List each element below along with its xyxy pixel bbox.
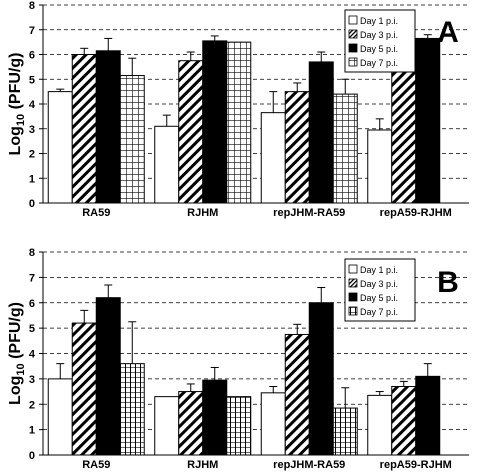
bar [284, 91, 310, 204]
legend-swatch [348, 29, 358, 39]
bar [71, 54, 97, 204]
bar [119, 75, 145, 204]
y-tick-label: 6 [29, 298, 35, 310]
bar [47, 378, 73, 456]
y-tick-label: 0 [29, 450, 35, 462]
category-label: repA59-RJHM [380, 207, 452, 219]
legend-label: Day 1 p.i. [360, 16, 398, 26]
bar [260, 392, 286, 456]
legend-label: Day 5 p.i. [360, 44, 398, 54]
category-label: RJHM [187, 207, 218, 219]
bar [119, 363, 145, 456]
bar [308, 302, 334, 456]
legend-label: Day 3 p.i. [360, 279, 398, 289]
panel-b: 0 1 2 3 4 5 6 7 8 Log10 (PFU/g) RA59 RJHM repJHM-RA5… [7, 247, 469, 471]
legend-swatch [348, 43, 358, 53]
legend-label: Day 7 p.i. [360, 307, 398, 317]
bar [178, 60, 204, 204]
y-tick-label: 2 [29, 399, 35, 411]
bar [332, 93, 358, 204]
y-axis-label: Log10 (PFU/g) [7, 302, 27, 405]
bar [154, 125, 180, 204]
bar [260, 112, 286, 204]
legend: Day 1 p.i. Day 3 p.i. Day 5 p.i. Day 7 p.i. [344, 9, 416, 73]
panel-label: B [437, 266, 459, 299]
legend-swatch [348, 292, 358, 302]
category-label: RA59 [82, 207, 110, 219]
category-label: RA59 [82, 459, 110, 471]
legend-swatch [348, 278, 358, 288]
panel-a: 0 1 2 3 4 5 6 7 8 Log10 (PFU/g) RA59 RJHM repJHM-RA5… [7, 0, 469, 219]
bar [202, 40, 228, 204]
category-label: RJHM [187, 459, 218, 471]
bar [332, 407, 358, 456]
bar [226, 41, 252, 204]
bar [391, 385, 417, 456]
y-tick-label: 1 [29, 425, 35, 437]
legend: Day 1 p.i. Day 3 p.i. Day 5 p.i. Day 7 p.i. [344, 258, 416, 322]
bar [308, 61, 334, 204]
legend-swatch [348, 15, 358, 25]
y-tick-label: 6 [29, 50, 35, 62]
y-axis-label: Log10 (PFU/g) [7, 53, 27, 156]
y-tick-label: 1 [29, 173, 35, 185]
bar [95, 50, 121, 204]
y-tick-label: 4 [29, 349, 36, 361]
y-tick-label: 2 [29, 149, 35, 161]
category-label: repJHM-RA59 [273, 207, 345, 219]
bar [154, 396, 180, 456]
panel-label: A [437, 16, 459, 49]
bar [415, 37, 441, 204]
y-tick-label: 0 [29, 198, 35, 210]
bar [367, 394, 393, 456]
bar [367, 129, 393, 204]
legend-swatch [348, 57, 358, 67]
y-tick-label: 8 [29, 247, 35, 259]
legend-label: Day 3 p.i. [360, 30, 398, 40]
bar [415, 375, 441, 456]
y-tick-label: 5 [29, 74, 35, 86]
y-tick-label: 3 [29, 374, 35, 386]
bar [178, 391, 204, 456]
legend-label: Day 1 p.i. [360, 265, 398, 275]
y-tick-label: 7 [29, 25, 35, 37]
bar [71, 322, 97, 456]
category-label: repA59-RJHM [380, 459, 452, 471]
bar [202, 379, 228, 456]
y-tick-label: 5 [29, 323, 35, 335]
bar [95, 297, 121, 456]
bar [391, 68, 417, 204]
legend-label: Day 5 p.i. [360, 293, 398, 303]
y-tick-label: 3 [29, 124, 35, 136]
bar [47, 91, 73, 204]
category-label: repJHM-RA59 [273, 459, 345, 471]
bar [226, 396, 252, 456]
legend-swatch [348, 264, 358, 274]
y-tick-label: 4 [29, 99, 36, 111]
legend-swatch [348, 306, 358, 316]
y-tick-label: 8 [29, 0, 35, 12]
bar [284, 333, 310, 456]
legend-label: Day 7 p.i. [360, 58, 398, 68]
y-tick-label: 7 [29, 272, 35, 284]
